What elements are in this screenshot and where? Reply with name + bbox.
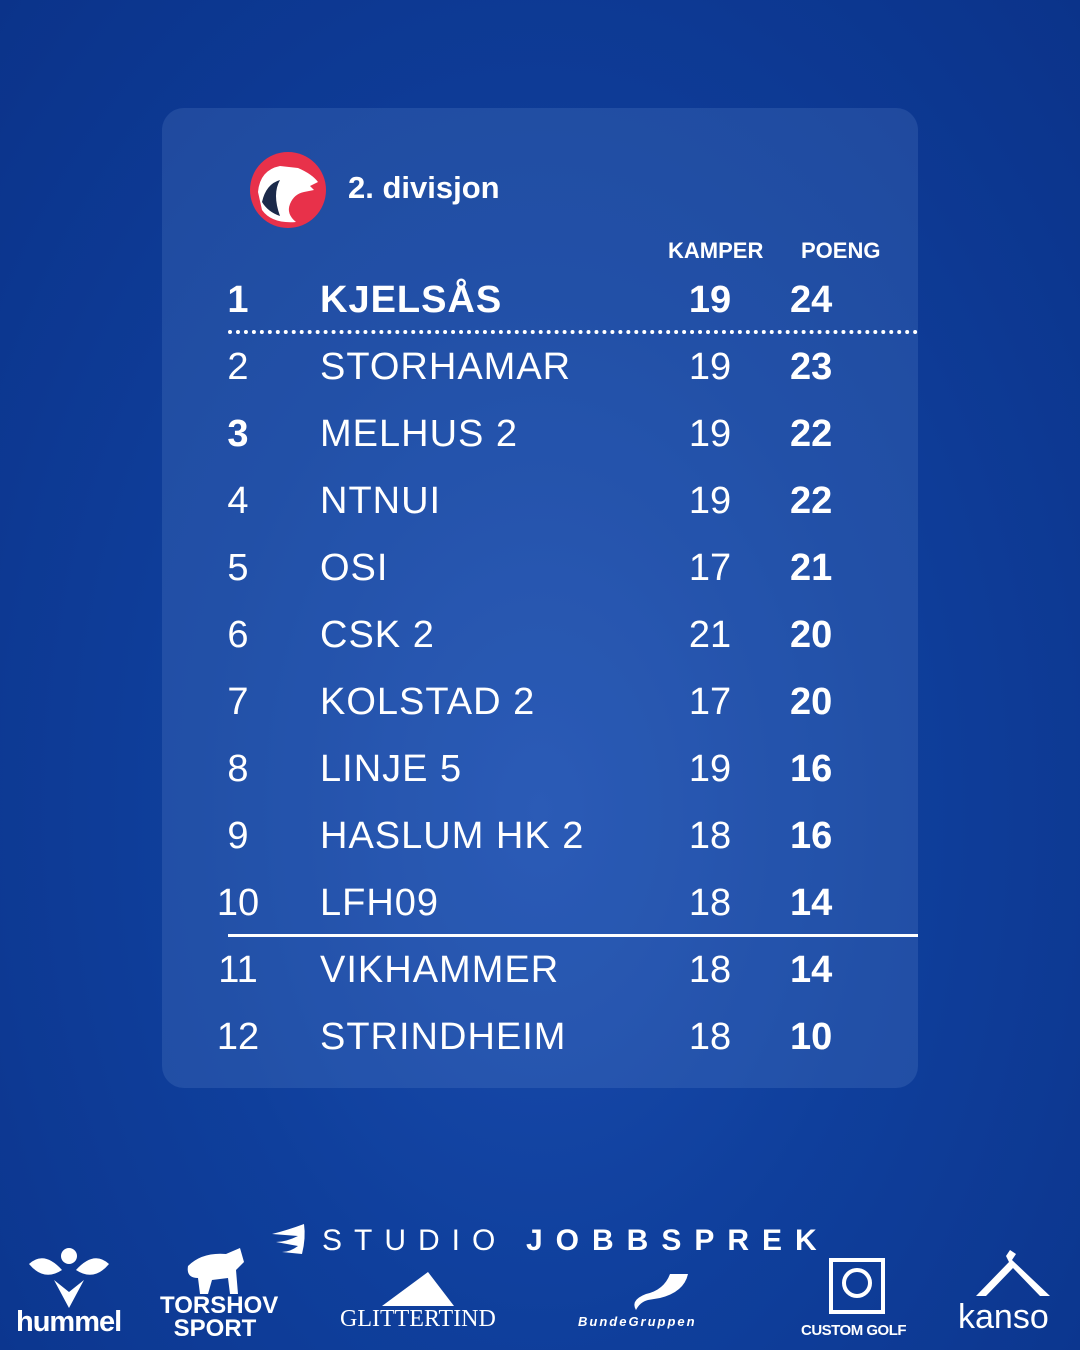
position: 6	[227, 614, 249, 656]
relegation-divider	[228, 934, 918, 937]
points: 24	[790, 279, 833, 321]
studio-jobbsprek-logo-icon	[268, 1222, 308, 1256]
table-row: 10 LFH09 18 14	[0, 873, 1080, 933]
table-row: 1 KJELSÅS 19 24	[0, 270, 1080, 330]
table-row: 9 HASLUM HK 2 18 16	[0, 806, 1080, 866]
bundegruppen-logo-icon	[630, 1272, 690, 1312]
games-played: 18	[688, 1016, 732, 1058]
points: 10	[790, 1016, 833, 1058]
position: 7	[227, 681, 249, 723]
studio-text: STUDIO	[322, 1224, 508, 1257]
team-name: STRINDHEIM	[320, 1016, 567, 1058]
position: 1	[227, 279, 249, 321]
points: 23	[790, 346, 833, 388]
position: 8	[227, 748, 249, 790]
team-name: KJELSÅS	[320, 279, 503, 321]
points: 21	[790, 547, 833, 589]
position: 3	[227, 413, 249, 455]
division-title: 2. divisjon	[348, 170, 500, 205]
team-name: HASLUM HK 2	[320, 815, 585, 857]
team-name: MELHUS 2	[320, 413, 519, 455]
table-row: 8 LINJE 5 19 16	[0, 739, 1080, 799]
custom-golf-text: CUSTOM GOLF	[801, 1322, 907, 1339]
table-row: 2 STORHAMAR 19 23	[0, 337, 1080, 397]
points: 20	[790, 681, 833, 723]
jobbsprek-text: JOBBSPREK	[526, 1224, 830, 1257]
hummel-logo-icon	[24, 1246, 114, 1310]
team-name: VIKHAMMER	[320, 949, 560, 991]
col-header-points: POENG	[801, 238, 881, 263]
points: 14	[790, 882, 833, 924]
position: 12	[216, 1016, 260, 1058]
games-played: 18	[688, 949, 732, 991]
games-played: 21	[688, 614, 732, 656]
sport-text: SPORT	[173, 1315, 257, 1342]
col-header-games: KAMPER	[668, 238, 764, 263]
standings-card	[162, 108, 918, 1088]
glittertind-text: GLITTERTIND	[340, 1306, 496, 1332]
table-row: 11 VIKHAMMER 18 14	[0, 940, 1080, 1000]
position: 11	[218, 949, 258, 991]
table-row: 12 STRINDHEIM 18 10	[0, 1007, 1080, 1067]
torshov-bull-icon	[182, 1248, 248, 1296]
position: 2	[227, 346, 249, 388]
position: 10	[216, 882, 260, 924]
kanso-logo-icon	[976, 1250, 1050, 1298]
promotion-divider	[228, 330, 918, 334]
torshov-text: TORSHOV	[160, 1292, 279, 1319]
team-name: OSI	[320, 547, 389, 589]
table-row: 5 OSI 17 21	[0, 538, 1080, 598]
points: 22	[790, 413, 833, 455]
games-played: 19	[688, 413, 732, 455]
games-played: 17	[688, 547, 732, 589]
games-played: 19	[688, 480, 732, 522]
table-row: 6 CSK 2 21 20	[0, 605, 1080, 665]
bundegruppen-text: BundeGruppen	[578, 1314, 697, 1329]
position: 5	[227, 547, 249, 589]
games-played: 19	[688, 279, 732, 321]
team-name: LINJE 5	[320, 748, 463, 790]
team-name: STORHAMAR	[320, 346, 572, 388]
team-name: KOLSTAD 2	[320, 681, 536, 723]
points: 22	[790, 480, 833, 522]
custom-golf-logo-icon	[829, 1258, 885, 1314]
games-played: 18	[688, 882, 732, 924]
points: 16	[790, 815, 833, 857]
table-row: 3 MELHUS 2 19 22	[0, 404, 1080, 464]
points: 20	[790, 614, 833, 656]
club-logo-icon	[250, 152, 326, 228]
games-played: 17	[688, 681, 732, 723]
kanso-text: kanso	[958, 1298, 1049, 1336]
team-name: NTNUI	[320, 480, 442, 522]
position: 9	[227, 815, 249, 857]
table-row: 7 KOLSTAD 2 17 20	[0, 672, 1080, 732]
team-name: CSK 2	[320, 614, 435, 656]
points: 16	[790, 748, 833, 790]
games-played: 19	[688, 748, 732, 790]
position: 4	[227, 480, 249, 522]
games-played: 19	[688, 346, 732, 388]
table-row: 4 NTNUI 19 22	[0, 471, 1080, 531]
games-played: 18	[688, 815, 732, 857]
points: 14	[790, 949, 833, 991]
hummel-text: hummel	[16, 1306, 122, 1338]
glittertind-mountain-icon	[382, 1272, 454, 1306]
team-name: LFH09	[320, 882, 440, 924]
